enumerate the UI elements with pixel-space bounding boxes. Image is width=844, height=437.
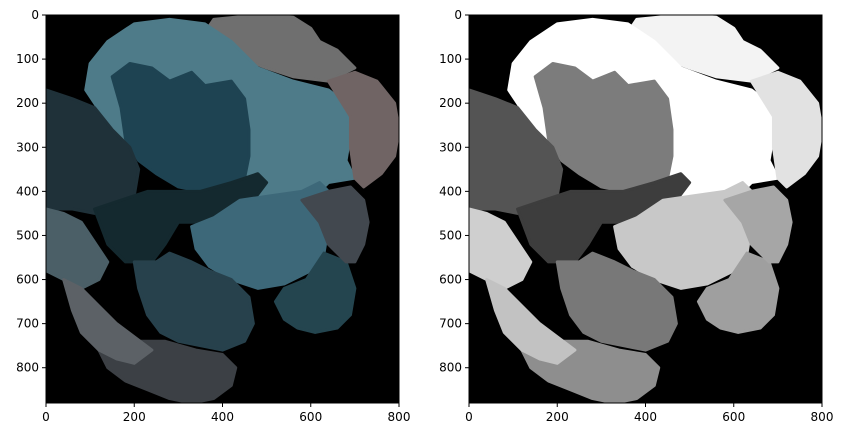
y-tick-label: 400: [16, 184, 39, 198]
x-tick-label: 400: [211, 410, 234, 424]
y-tick-label: 700: [439, 317, 462, 331]
segment-region: [326, 70, 399, 189]
x-tick-label: 0: [465, 410, 473, 424]
y-tick-label: 200: [16, 96, 39, 110]
segmentation-regions: [46, 15, 399, 403]
y-tick-label: 400: [439, 184, 462, 198]
segment-region: [696, 251, 780, 334]
segment-region: [723, 185, 793, 264]
segment-region: [46, 207, 110, 290]
y-tick-label: 0: [454, 8, 462, 22]
y-tick-label: 700: [16, 317, 39, 331]
x-tick-label: 400: [634, 410, 657, 424]
segment-region: [132, 251, 255, 352]
segmentation-regions: [469, 15, 822, 403]
segment-region: [555, 251, 678, 352]
x-tick-label: 800: [388, 410, 411, 424]
x-tick-label: 200: [123, 410, 146, 424]
y-tick-label: 100: [16, 52, 39, 66]
segment-region: [110, 62, 251, 193]
segment-region: [469, 207, 533, 290]
y-tick-label: 300: [439, 140, 462, 154]
segment-region: [749, 70, 822, 189]
segment-region: [533, 62, 674, 193]
segment-region: [485, 278, 577, 365]
segment-region: [62, 278, 154, 365]
right-image-panel: 0 200 400 600 800 0 100 200 300 400 500 600 700 800: [439, 8, 833, 424]
y-tick-label: 100: [439, 52, 462, 66]
y-tick-label: 600: [16, 273, 39, 287]
x-tick-label: 200: [546, 410, 569, 424]
y-tick-label: 800: [16, 361, 39, 375]
x-tick-label: 800: [811, 410, 834, 424]
y-tick-label: 800: [439, 361, 462, 375]
segment-region: [469, 88, 564, 215]
segment-region: [46, 88, 141, 215]
x-tick-label: 600: [299, 410, 322, 424]
segment-region: [273, 251, 357, 334]
y-tick-label: 0: [31, 8, 39, 22]
segment-region: [300, 185, 370, 264]
y-tick-label: 600: [439, 273, 462, 287]
left-image-panel: 0 200 400 600 800 0 100 200 300 400 500 600 700 800: [16, 8, 410, 424]
x-tick-label: 600: [722, 410, 745, 424]
x-tick-label: 0: [42, 410, 50, 424]
y-tick-label: 300: [16, 140, 39, 154]
y-tick-label: 500: [439, 228, 462, 242]
y-tick-label: 500: [16, 228, 39, 242]
y-tick-label: 200: [439, 96, 462, 110]
